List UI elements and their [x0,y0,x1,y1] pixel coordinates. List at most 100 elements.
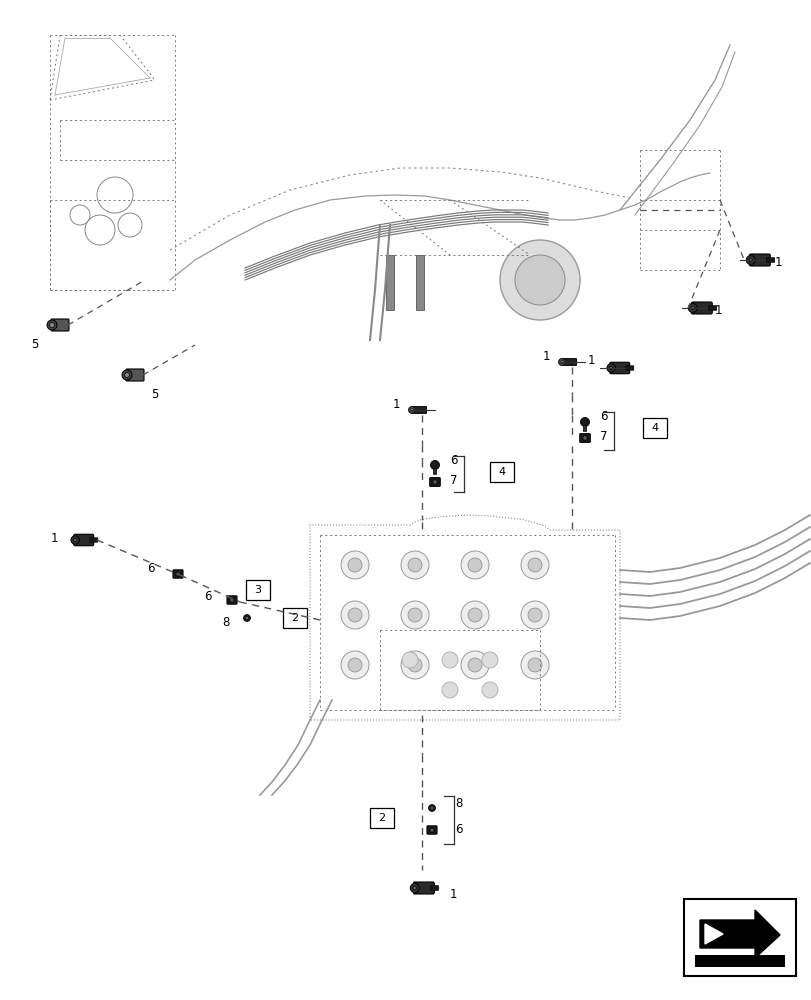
Circle shape [401,551,428,579]
Text: 3: 3 [254,585,261,595]
Circle shape [441,682,457,698]
FancyBboxPatch shape [489,462,513,482]
FancyBboxPatch shape [749,254,770,266]
Circle shape [514,255,564,305]
Text: 7: 7 [599,430,607,442]
Circle shape [688,304,697,312]
Text: 8: 8 [222,615,230,629]
FancyBboxPatch shape [226,596,237,604]
Circle shape [74,538,77,542]
Circle shape [521,651,548,679]
Circle shape [408,406,415,414]
Circle shape [230,598,234,602]
Circle shape [432,480,436,484]
Circle shape [122,370,132,380]
Text: 6: 6 [599,410,607,422]
FancyBboxPatch shape [433,468,436,474]
Circle shape [49,322,54,328]
Circle shape [467,558,482,572]
FancyBboxPatch shape [370,808,393,828]
Circle shape [243,615,250,621]
FancyBboxPatch shape [74,534,93,546]
Circle shape [245,616,248,620]
Text: 5: 5 [32,338,39,352]
FancyBboxPatch shape [430,886,438,890]
Circle shape [582,436,586,440]
Circle shape [410,408,413,412]
Circle shape [441,652,457,668]
Circle shape [461,551,488,579]
Text: 4: 4 [498,467,505,477]
FancyBboxPatch shape [683,899,795,976]
Circle shape [527,658,541,672]
FancyBboxPatch shape [582,425,586,431]
Circle shape [580,418,589,426]
Text: 6: 6 [148,562,155,574]
Text: 4: 4 [650,423,658,433]
FancyBboxPatch shape [427,826,436,834]
FancyBboxPatch shape [385,255,393,310]
Circle shape [745,255,754,264]
Circle shape [430,460,439,470]
FancyBboxPatch shape [246,580,270,600]
Circle shape [500,240,579,320]
Text: 6: 6 [454,823,462,836]
Text: 1: 1 [392,398,400,412]
Circle shape [47,320,57,330]
Text: 7: 7 [449,474,457,487]
Circle shape [482,652,497,668]
Circle shape [348,608,362,622]
Circle shape [690,306,693,310]
Circle shape [348,658,362,672]
Polygon shape [704,924,722,944]
Circle shape [401,652,418,668]
Text: 1: 1 [587,354,594,366]
Text: 1: 1 [714,304,722,316]
Circle shape [461,651,488,679]
FancyBboxPatch shape [690,302,711,314]
Circle shape [609,366,612,370]
Circle shape [428,805,435,811]
FancyBboxPatch shape [694,955,784,967]
Text: 2: 2 [378,813,385,823]
FancyBboxPatch shape [642,418,666,438]
Circle shape [482,682,497,698]
Circle shape [606,364,615,372]
Circle shape [429,828,434,832]
Text: 1: 1 [542,350,549,362]
FancyBboxPatch shape [51,319,69,331]
FancyBboxPatch shape [579,434,590,442]
Circle shape [401,651,428,679]
Text: 1: 1 [449,888,457,901]
Circle shape [176,572,180,576]
FancyBboxPatch shape [90,538,97,542]
Circle shape [341,551,368,579]
FancyBboxPatch shape [126,369,144,381]
Circle shape [467,658,482,672]
Circle shape [560,361,563,364]
Circle shape [71,536,79,544]
Circle shape [401,601,428,629]
Circle shape [527,558,541,572]
FancyBboxPatch shape [413,882,434,894]
FancyBboxPatch shape [609,362,629,374]
Text: 5: 5 [151,388,158,401]
FancyBboxPatch shape [561,359,576,366]
Circle shape [467,608,482,622]
Circle shape [124,372,129,377]
Text: 6: 6 [204,589,212,602]
FancyBboxPatch shape [429,478,440,486]
FancyBboxPatch shape [173,570,182,578]
FancyBboxPatch shape [411,406,426,414]
Text: 1: 1 [50,532,58,544]
FancyBboxPatch shape [625,366,633,370]
Circle shape [461,601,488,629]
Circle shape [748,258,752,262]
Circle shape [407,658,422,672]
Text: 2: 2 [291,613,298,623]
Text: 8: 8 [454,797,461,810]
Circle shape [430,806,433,810]
Text: 6: 6 [449,454,457,466]
Circle shape [410,883,418,892]
FancyBboxPatch shape [708,306,716,310]
